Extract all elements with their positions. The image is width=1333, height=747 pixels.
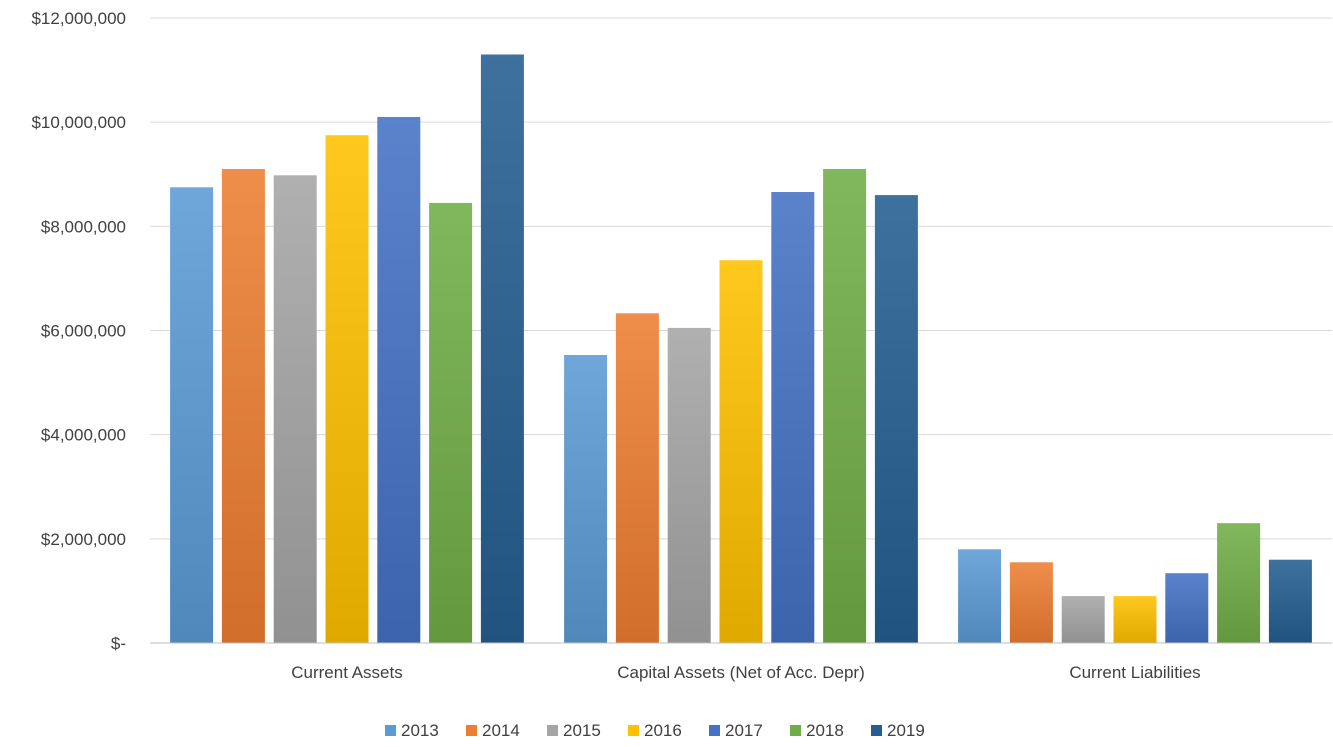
bar-2018-1 <box>823 169 867 643</box>
bar-2014-1 <box>615 313 659 643</box>
legend-item: 2019 <box>871 721 925 740</box>
x-axis-ticks: Current Assets Capital Assets (Net of Acc… <box>291 663 1200 682</box>
bars <box>170 54 1312 644</box>
bar-2019-1 <box>874 195 918 643</box>
y-tick-label: $10,000,000 <box>31 113 126 132</box>
bar-2015-1 <box>667 327 711 643</box>
legend-label: 2015 <box>563 721 601 740</box>
legend-swatch <box>385 725 396 736</box>
legend-label: 2019 <box>887 721 925 740</box>
bar-2019-0 <box>480 54 524 643</box>
legend: 2013 2014 2015 2016 2017 2018 2019 <box>385 721 925 740</box>
bar-2017-2 <box>1165 573 1209 643</box>
legend-item: 2017 <box>709 721 763 740</box>
legend-swatch <box>871 725 882 736</box>
bar-2016-1 <box>719 260 763 643</box>
y-tick-label: $4,000,000 <box>41 426 126 445</box>
y-tick-label: $6,000,000 <box>41 322 126 341</box>
bar-2015-0 <box>273 175 317 644</box>
y-tick-label: $- <box>111 634 126 653</box>
legend-label: 2016 <box>644 721 682 740</box>
bar-2019-2 <box>1268 559 1312 643</box>
legend-label: 2018 <box>806 721 844 740</box>
legend-swatch <box>466 725 477 736</box>
y-tick-label: $2,000,000 <box>41 530 126 549</box>
legend-item: 2014 <box>466 721 520 740</box>
bar-2013-0 <box>170 187 214 644</box>
bar-2016-2 <box>1113 596 1157 643</box>
x-tick-label: Current Assets <box>291 663 403 682</box>
bar-2014-0 <box>221 169 265 643</box>
y-axis-ticks: $- $2,000,000 $4,000,000 $6,000,000 $8,000,0… <box>31 9 126 653</box>
legend-item: 2018 <box>790 721 844 740</box>
bar-2018-2 <box>1217 523 1261 643</box>
bar-2013-2 <box>958 549 1002 644</box>
legend-item: 2016 <box>628 721 682 740</box>
legend-item: 2015 <box>547 721 601 740</box>
legend-swatch <box>709 725 720 736</box>
legend-swatch <box>790 725 801 736</box>
bar-2017-0 <box>377 117 421 643</box>
y-tick-label: $12,000,000 <box>31 9 126 28</box>
bar-2015-2 <box>1061 596 1105 643</box>
bar-2016-0 <box>325 135 369 643</box>
bar-2018-0 <box>429 202 473 643</box>
legend-swatch <box>547 725 558 736</box>
legend-label: 2014 <box>482 721 520 740</box>
x-tick-label: Capital Assets (Net of Acc. Depr) <box>617 663 865 682</box>
y-tick-label: $8,000,000 <box>41 217 126 236</box>
legend-item: 2013 <box>385 721 439 740</box>
bar-2017-1 <box>771 192 815 643</box>
bar-2013-1 <box>564 355 608 643</box>
legend-swatch <box>628 725 639 736</box>
legend-label: 2013 <box>401 721 439 740</box>
bar-2014-2 <box>1009 562 1053 643</box>
legend-label: 2017 <box>725 721 763 740</box>
x-tick-label: Current Liabilities <box>1069 663 1200 682</box>
